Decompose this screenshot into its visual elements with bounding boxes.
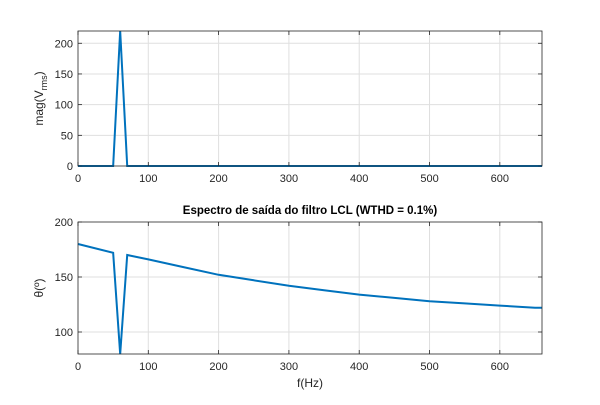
x-tick-label: 0 (75, 361, 81, 373)
y-axis-label-suffix: ) (32, 71, 46, 75)
y-axis-label: mag(Vrms) (32, 71, 49, 125)
x-tick-label: 600 (491, 173, 509, 185)
y-tick-label: 50 (61, 130, 73, 142)
chart-title: Espectro de saída do filtro LCL (WTHD = … (183, 205, 438, 217)
x-tick-label: 200 (209, 173, 227, 185)
x-axis-label: f(Hz) (297, 376, 323, 390)
x-tick-label: 500 (420, 173, 438, 185)
y-tick-label: 200 (55, 38, 73, 50)
plot-area (78, 31, 542, 166)
x-tick-label: 600 (491, 361, 509, 373)
y-tick-label: 0 (67, 161, 73, 173)
y-axis-label-main: mag(V (32, 90, 46, 125)
y-axis-label-main: θ(º) (32, 278, 46, 297)
x-tick-label: 300 (280, 173, 298, 185)
magnitude-plot: 0 100 200 300 400 500 600 0 50 100 150 200 mag(Vrms) (32, 30, 543, 185)
x-tick-label: 0 (75, 173, 81, 185)
y-tick-label: 100 (55, 100, 73, 112)
y-tick-label: 100 (55, 327, 73, 339)
y-tick-label: 200 (55, 217, 73, 229)
series-line (77, 243, 542, 355)
x-tick-label: 100 (139, 361, 157, 373)
phase-plot: 0 100 200 300 400 500 600 100 150 200 Espectro de … (32, 205, 543, 390)
y-axis-label: θ(º) (32, 278, 46, 297)
x-tick-label: 500 (420, 361, 438, 373)
x-tick-label: 100 (139, 173, 157, 185)
axes-box (77, 221, 543, 355)
y-tick-label: 150 (55, 69, 73, 81)
x-tick-label: 400 (350, 173, 368, 185)
y-tick-label: 150 (55, 272, 73, 284)
y-axis-label-subscript: rms (39, 75, 49, 90)
x-tick-label: 400 (350, 361, 368, 373)
x-tick-label: 300 (280, 361, 298, 373)
axes-box (77, 30, 543, 167)
x-tick-label: 200 (209, 361, 227, 373)
